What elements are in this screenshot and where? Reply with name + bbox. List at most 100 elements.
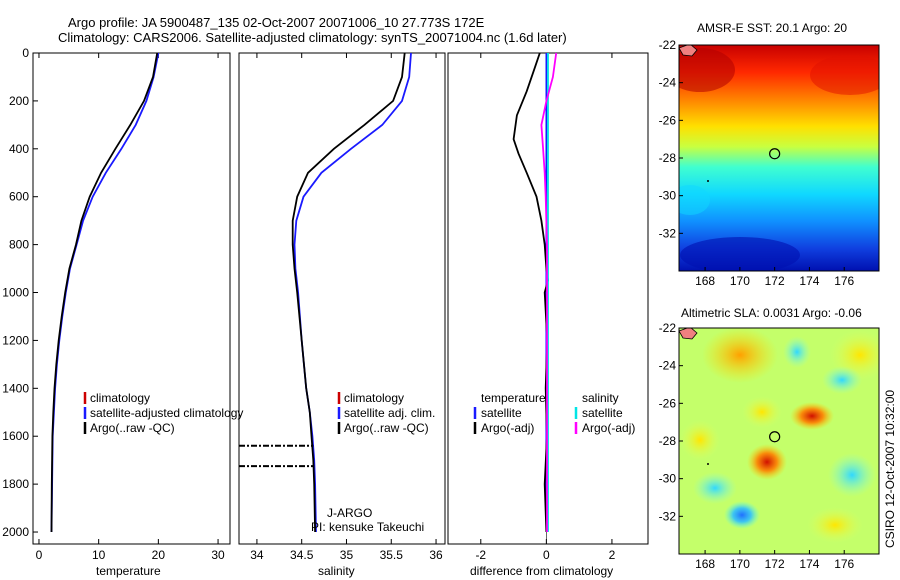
legend-label-climatology: climatology xyxy=(344,391,404,405)
y-tick-label: 2000 xyxy=(2,525,29,539)
temperature-axes-frame xyxy=(32,52,231,545)
x-tick-label: 34 xyxy=(250,548,264,562)
y-tick-label: 200 xyxy=(9,94,29,108)
temperature-panel: 0 200 400 600 800 1000 1200 1400 1600 1800 2000 0 1… xyxy=(2,46,243,578)
coastline-island xyxy=(707,463,709,465)
coastline-island xyxy=(679,328,698,340)
x-tick-label: 170 xyxy=(730,274,750,288)
sla-low-patch xyxy=(693,472,737,504)
sla-map-panel: Altimetric SLA: 0.0031 Argo: -0.06 168 17… xyxy=(659,306,880,571)
difference-panel: -2 0 2 difference from climatology tempera… xyxy=(447,52,649,578)
sla-high-patch xyxy=(790,402,834,430)
x-tick-label: 0 xyxy=(36,548,43,562)
x-tick-label: 172 xyxy=(765,557,785,571)
salinity-xlabel: salinity xyxy=(318,564,355,578)
sla-heatmap xyxy=(679,328,879,554)
sla-high-patch xyxy=(702,328,778,383)
sst-map-title: AMSR-E SST: 20.1 Argo: 20 xyxy=(697,21,847,35)
x-tick-label: 34.5 xyxy=(290,548,314,562)
x-tick-label: 30 xyxy=(211,548,225,562)
salinity-axes-frame xyxy=(238,52,446,545)
sla-high-patch xyxy=(680,420,720,460)
temperature-legend: climatology satellite-adjusted climatolo… xyxy=(83,391,243,435)
sla-low-patch xyxy=(783,336,811,368)
y-tick-label: -26 xyxy=(659,396,677,410)
x-tick-label: 170 xyxy=(730,557,750,571)
annotation-pi: PI: kensuke Takeuchi xyxy=(311,520,424,534)
footer-credit: CSIRO 12-Oct-2007 10:32:00 xyxy=(883,390,897,548)
y-tick-label: -26 xyxy=(659,113,677,127)
header-title-line2: Climatology: CARS2006. Satellite-adjuste… xyxy=(58,30,567,45)
coastline-island xyxy=(679,45,698,57)
y-tick-label: 0 xyxy=(22,46,29,60)
legend-label-satellite: satellite adj. clim. xyxy=(344,406,435,420)
legend-label-argo: Argo(..raw -QC) xyxy=(344,421,429,435)
sla-high-patch xyxy=(807,507,863,543)
sla-low-patch xyxy=(828,453,876,497)
series-line xyxy=(293,52,412,533)
sst-warm-patch xyxy=(679,48,735,92)
sst-warm-patch xyxy=(810,55,879,95)
x-tick-label: 174 xyxy=(799,557,819,571)
sla-high-patch xyxy=(742,396,782,428)
series-line xyxy=(512,52,549,533)
series-line xyxy=(50,52,159,533)
sla-high-patch xyxy=(747,444,787,480)
x-tick-label: 35 xyxy=(340,548,354,562)
y-tick-label: -32 xyxy=(659,509,677,523)
sla-low-patch xyxy=(822,366,862,394)
y-tick-label: 1800 xyxy=(2,477,29,491)
y-tick-label: -22 xyxy=(659,38,677,52)
x-tick-label: -2 xyxy=(475,548,486,562)
sst-cold-patch xyxy=(680,237,800,271)
argo-float-location-marker xyxy=(769,431,781,443)
y-tick-label: 1600 xyxy=(2,429,29,443)
sst-cool-patch xyxy=(679,185,710,215)
x-tick-label: 20 xyxy=(152,548,166,562)
y-tick-label: -30 xyxy=(659,472,677,486)
series-line xyxy=(540,52,558,532)
legend-label-sal-satellite: satellite xyxy=(582,406,623,420)
legend-heading-salinity: salinity xyxy=(582,391,619,405)
series-line xyxy=(50,52,160,533)
y-tick-label: -22 xyxy=(659,321,677,335)
difference-xlabel: difference from climatology xyxy=(470,564,613,578)
sla-low-patch xyxy=(724,501,760,529)
legend-label-sal-argo: Argo(-adj) xyxy=(582,421,635,435)
legend-label-satellite: satellite-adjusted climatology xyxy=(90,406,243,420)
y-tick-label: -24 xyxy=(659,76,677,90)
annotation-jargo: J-ARGO xyxy=(327,506,372,520)
y-tick-label: -28 xyxy=(659,434,677,448)
x-tick-label: 176 xyxy=(834,274,854,288)
x-tick-label: 176 xyxy=(834,557,854,571)
legend-label-climatology: climatology xyxy=(90,391,150,405)
legend-label-argo: Argo(..raw -QC) xyxy=(90,421,175,435)
legend-heading-temperature: temperature xyxy=(481,391,546,405)
argo-float-location-marker xyxy=(769,148,781,160)
y-tick-label: -28 xyxy=(659,151,677,165)
x-tick-label: 0 xyxy=(543,548,550,562)
temperature-xlabel: temperature xyxy=(96,564,161,578)
sla-map-title: Altimetric SLA: 0.0031 Argo: -0.06 xyxy=(681,306,862,320)
coastline-island xyxy=(707,180,709,182)
y-tick-label: -30 xyxy=(659,189,677,203)
x-tick-label: 168 xyxy=(695,274,715,288)
x-tick-label: 172 xyxy=(765,274,785,288)
y-tick-label: 1400 xyxy=(2,381,29,395)
header-title-line1: Argo profile: JA 5900487_135 02-Oct-2007… xyxy=(68,15,485,30)
y-tick-label: 1200 xyxy=(2,333,29,347)
sst-map-panel: AMSR-E SST: 20.1 Argo: 20 168 170 172 174 17… xyxy=(659,21,880,288)
y-tick-label: 600 xyxy=(9,190,29,204)
x-tick-label: 36 xyxy=(429,548,443,562)
salinity-legend: climatology satellite adj. clim. Argo(..… xyxy=(337,391,435,435)
x-tick-label: 35.5 xyxy=(380,548,404,562)
y-tick-label: 800 xyxy=(9,238,29,252)
legend-label-temp-argo: Argo(-adj) xyxy=(481,421,534,435)
difference-legend: temperature satellite Argo(-adj) salinit… xyxy=(473,391,635,435)
legend-label-temp-satellite: satellite xyxy=(481,406,522,420)
y-tick-label: -32 xyxy=(659,226,677,240)
x-tick-label: 174 xyxy=(799,274,819,288)
x-tick-label: 2 xyxy=(609,548,616,562)
x-tick-label: 168 xyxy=(695,557,715,571)
